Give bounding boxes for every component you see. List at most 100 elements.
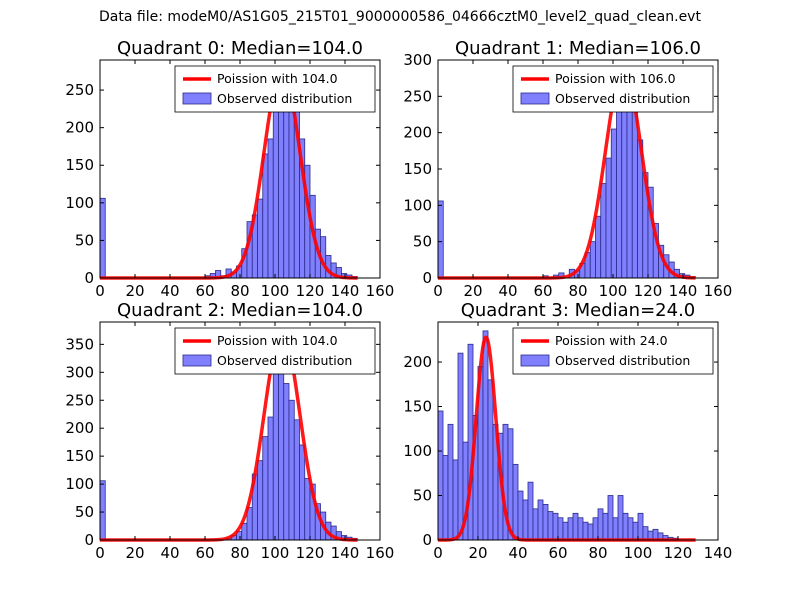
legend-bar-swatch bbox=[182, 92, 212, 105]
histogram-bar bbox=[617, 495, 624, 541]
y-tick-label: 0 bbox=[422, 269, 432, 287]
histogram-bar bbox=[262, 436, 269, 541]
histogram-bar bbox=[610, 128, 617, 279]
histogram-bar bbox=[605, 157, 612, 279]
histogram-bar bbox=[602, 512, 609, 541]
histogram-bar bbox=[595, 215, 602, 279]
histogram-bar bbox=[622, 512, 629, 541]
histogram-bar bbox=[467, 343, 474, 541]
x-tick-label: 140 bbox=[704, 544, 733, 562]
histogram-bar bbox=[512, 463, 519, 541]
legend-line-label: Poission with 24.0 bbox=[555, 333, 668, 348]
y-tick-label: 250 bbox=[65, 391, 94, 409]
x-tick-label: 40 bbox=[508, 544, 527, 562]
histogram-bar bbox=[572, 512, 579, 541]
x-tick-label: 140 bbox=[331, 282, 360, 300]
histogram-bar bbox=[304, 478, 311, 541]
y-tick-label: 250 bbox=[65, 81, 94, 99]
y-tick-label: 50 bbox=[413, 487, 432, 505]
x-tick-label: 40 bbox=[160, 282, 179, 300]
histogram-bar bbox=[552, 512, 559, 541]
legend-bar-label: Observed distribution bbox=[217, 91, 352, 106]
x-tick-label: 120 bbox=[296, 544, 325, 562]
x-tick-label: 100 bbox=[599, 282, 628, 300]
histogram-bar bbox=[447, 423, 454, 541]
histogram-bar bbox=[542, 504, 549, 541]
histogram-bar bbox=[537, 499, 544, 541]
x-tick-label: 160 bbox=[704, 282, 733, 300]
y-tick-label: 150 bbox=[403, 160, 432, 178]
legend-bar-swatch bbox=[182, 354, 212, 367]
y-tick-label: 50 bbox=[75, 231, 94, 249]
y-tick-label: 150 bbox=[65, 447, 94, 465]
y-tick-label: 200 bbox=[65, 119, 94, 137]
histogram-bar bbox=[257, 198, 264, 279]
y-tick-label: 300 bbox=[65, 363, 94, 381]
axes-frame bbox=[437, 321, 719, 541]
y-tick-label: 50 bbox=[413, 233, 432, 251]
x-tick-label: 40 bbox=[160, 544, 179, 562]
histogram-bar bbox=[257, 460, 264, 541]
histogram-bar bbox=[567, 517, 574, 541]
histogram-bar bbox=[577, 517, 584, 541]
y-tick-label: 0 bbox=[422, 531, 432, 549]
histogram-bar bbox=[437, 410, 444, 541]
x-tick-label: 100 bbox=[261, 282, 290, 300]
x-tick-label: 20 bbox=[125, 282, 144, 300]
histogram-bar bbox=[452, 459, 459, 541]
x-tick-label: 80 bbox=[230, 544, 249, 562]
x-tick-label: 80 bbox=[230, 282, 249, 300]
x-tick-label: 60 bbox=[195, 544, 214, 562]
y-tick-label: 350 bbox=[65, 335, 94, 353]
histogram-bar bbox=[621, 99, 628, 279]
x-tick-label: 140 bbox=[669, 282, 698, 300]
histogram-bar bbox=[616, 106, 623, 279]
histogram-bar bbox=[557, 517, 564, 541]
histogram-bar bbox=[299, 444, 306, 541]
histogram-bar bbox=[99, 197, 106, 279]
x-tick-label: 20 bbox=[125, 544, 144, 562]
x-tick-label: 120 bbox=[296, 282, 325, 300]
histogram-bar bbox=[482, 330, 489, 541]
histogram-bar bbox=[99, 480, 106, 541]
histogram-bar bbox=[278, 85, 285, 279]
x-tick-label: 160 bbox=[366, 282, 395, 300]
x-tick-label: 0 bbox=[95, 544, 105, 562]
x-tick-label: 0 bbox=[433, 544, 443, 562]
panel-title: Quadrant 2: Median=104.0 bbox=[117, 300, 363, 321]
x-tick-label: 100 bbox=[624, 544, 653, 562]
legend-bar-label: Observed distribution bbox=[555, 91, 690, 106]
histogram-bar bbox=[562, 521, 569, 541]
panel-title: Quadrant 0: Median=104.0 bbox=[117, 38, 363, 59]
y-tick-label: 0 bbox=[84, 269, 94, 287]
histogram-bar bbox=[589, 241, 596, 279]
histogram-bar bbox=[522, 499, 529, 541]
histogram-bar bbox=[600, 183, 607, 279]
legend-line-label: Poission with 104.0 bbox=[217, 333, 338, 348]
histogram-bar bbox=[267, 138, 274, 279]
legend-bar-label: Observed distribution bbox=[217, 353, 352, 368]
histogram-bar bbox=[442, 455, 449, 541]
panel-title: Quadrant 1: Median=106.0 bbox=[455, 38, 701, 59]
histogram-bar bbox=[288, 97, 295, 279]
x-tick-label: 160 bbox=[366, 544, 395, 562]
histogram-bar bbox=[592, 517, 599, 541]
legend-bar-swatch bbox=[520, 354, 550, 367]
y-tick-label: 300 bbox=[403, 51, 432, 69]
figure-suptitle: Data file: modeM0/AS1G05_215T01_90000005… bbox=[99, 9, 701, 25]
histogram-bar bbox=[587, 523, 594, 541]
histogram-bar bbox=[517, 490, 524, 541]
x-tick-label: 80 bbox=[588, 544, 607, 562]
y-tick-label: 100 bbox=[65, 475, 94, 493]
x-tick-label: 60 bbox=[195, 282, 214, 300]
histogram-bar bbox=[582, 521, 589, 541]
histogram-bar bbox=[527, 481, 534, 541]
legend-line-label: Poission with 104.0 bbox=[217, 71, 338, 86]
x-tick-label: 0 bbox=[95, 282, 105, 300]
x-tick-label: 20 bbox=[468, 544, 487, 562]
x-tick-label: 100 bbox=[261, 544, 290, 562]
y-tick-label: 100 bbox=[403, 196, 432, 214]
histogram-bar bbox=[288, 399, 295, 541]
x-tick-label: 120 bbox=[664, 544, 693, 562]
